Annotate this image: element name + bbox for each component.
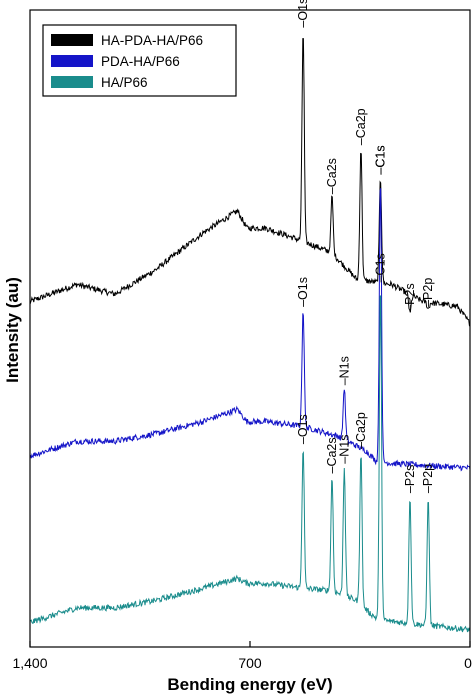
- x-tick-label: 1,400: [12, 655, 47, 671]
- series-line-pda-ha-p66: [29, 188, 471, 472]
- peak-label-ca2p-ha-pda-ha-p66: –Ca2p: [354, 108, 368, 145]
- legend-label-pda-ha-p66: PDA-HA/P66: [101, 54, 180, 69]
- peak-label-ca2s-ha-pda-ha-p66: –Ca2s: [325, 158, 339, 194]
- legend-label-ha-p66: HA/P66: [101, 75, 148, 90]
- peak-label-c1s-ha-pda-ha-p66: –C1s: [373, 145, 387, 174]
- peak-label-p2s-ha-p66: –P2s: [403, 465, 417, 494]
- peak-label-c1s-pda-ha-p66: –C1s: [373, 145, 387, 174]
- y-axis-label: Intensity (au): [3, 277, 22, 383]
- x-tick-label: 700: [238, 655, 262, 671]
- x-tick-label: 0: [464, 655, 472, 671]
- peak-label-c1s-ha-p66: –C1s: [373, 253, 387, 282]
- legend-label-ha-pda-ha-p66: HA-PDA-HA/P66: [101, 33, 203, 48]
- peak-label-p2p-ha-pda-ha-p66: –P2p: [421, 278, 435, 307]
- peak-label-p2p-ha-p66: –P2p: [421, 464, 435, 493]
- peak-label-o1s-pda-ha-p66: –O1s: [296, 277, 310, 307]
- peak-label-ca2s-ha-p66: –Ca2s: [325, 437, 339, 473]
- series-line-ha-pda-ha-p66: [29, 38, 471, 327]
- peak-label-n1s-ha-p66: –N1s: [337, 435, 351, 464]
- x-axis-ticks: 1,400 700 0: [12, 641, 472, 671]
- legend-swatch-pda-ha-p66: [51, 55, 93, 67]
- plot-frame: [29, 9, 471, 648]
- legend: HA-PDA-HA/P66 PDA-HA/P66 HA/P66: [42, 24, 237, 97]
- peak-label-o1s-ha-p66: –O1s: [296, 414, 310, 444]
- peak-label-p2s-ha-pda-ha-p66: –P2s: [403, 283, 417, 312]
- series-line-ha-p66: [29, 295, 471, 633]
- peak-label-n1s-pda-ha-p66: –N1s: [337, 356, 351, 385]
- legend-swatch-ha-pda-ha-p66: [51, 34, 93, 46]
- series-layer: [29, 38, 471, 633]
- peak-label-o1s-ha-pda-ha-p66: –O1s: [296, 0, 310, 28]
- peak-label-ca2p-ha-p66: –Ca2p: [354, 412, 368, 449]
- peak-label-layer: –O1s –Ca2s –Ca2p –C1s –P2s –P2p –O1s –N1s –C1s –O…: [296, 0, 435, 493]
- x-axis-label: Bending energy (eV): [167, 675, 332, 694]
- legend-swatch-ha-p66: [51, 76, 93, 88]
